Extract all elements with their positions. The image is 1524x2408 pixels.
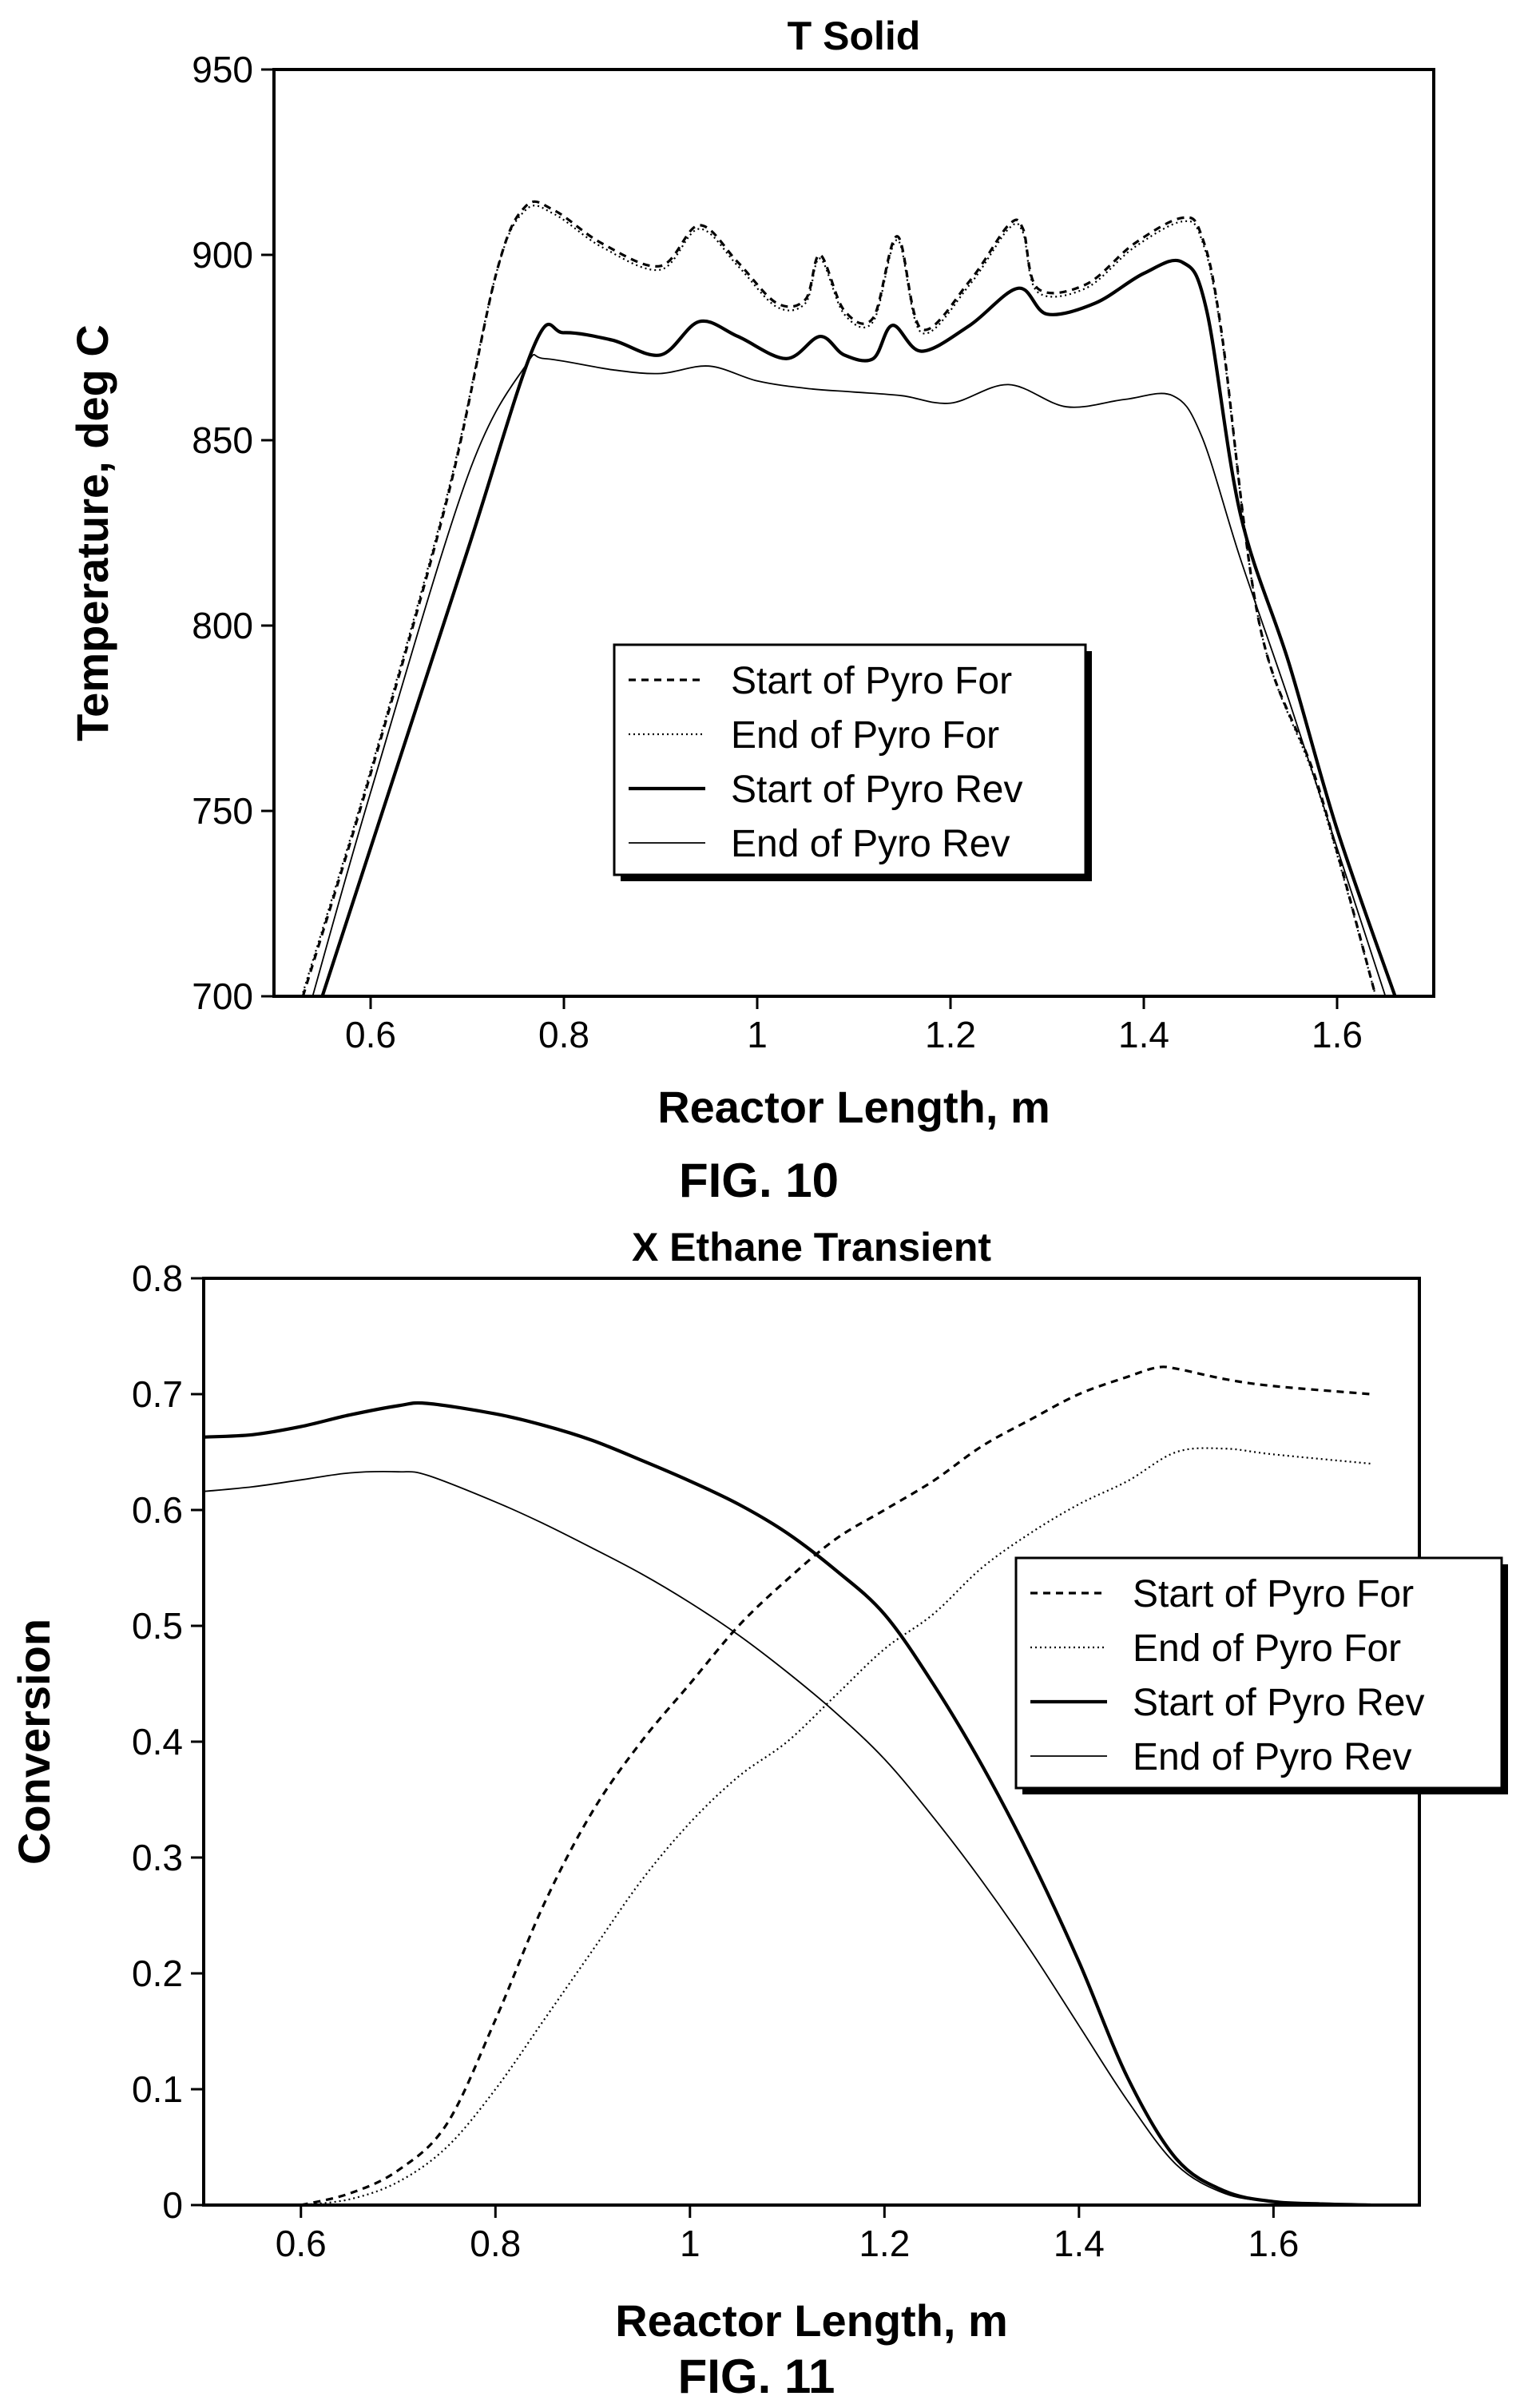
legend: Start of Pyro For End of Pyro For Start of… xyxy=(613,643,1092,881)
chart-1: 0.6 0.8 1 1.2 1.4 1.6 700 750 800 850 900 950 T Soli… xyxy=(67,14,1435,1207)
y-tick-label: 0.8 xyxy=(132,1258,183,1299)
x-tick-label: 0.8 xyxy=(470,2223,521,2264)
legend-label: End of Pyro Rev xyxy=(1133,1736,1412,1778)
legend-label: End of Pyro For xyxy=(731,714,999,757)
y-tick-label: 0.5 xyxy=(132,1605,183,1647)
x-tick-label: 1.6 xyxy=(1312,1014,1363,1055)
legend-box xyxy=(613,643,1087,876)
legend-label: Start of Pyro Rev xyxy=(1133,1682,1424,1724)
y-tick-label: 0.1 xyxy=(132,2068,183,2110)
series-line-3 xyxy=(204,1401,1371,2205)
y-tick-label: 0.3 xyxy=(132,1837,183,1878)
legend-label: Start of Pyro For xyxy=(1133,1573,1414,1615)
y-tick-label: 0 xyxy=(162,2184,183,2226)
x-tick-label: 0.8 xyxy=(538,1014,589,1055)
x-tick-label: 0.6 xyxy=(345,1014,396,1055)
x-tick-label: 1.4 xyxy=(1054,2223,1105,2264)
legend-label: Start of Pyro Rev xyxy=(731,769,1022,811)
series-line-2 xyxy=(302,205,1377,996)
y-tick-label: 0.7 xyxy=(132,1373,183,1415)
x-tick-label: 0.6 xyxy=(276,2223,327,2264)
legend-box xyxy=(1014,1556,1503,1790)
figure-label: FIG. 11 xyxy=(678,2350,835,2403)
chart-title: T Solid xyxy=(788,14,921,58)
chart-title: X Ethane Transient xyxy=(632,1225,991,1270)
series-line-3 xyxy=(320,258,1397,996)
x-tick-label: 1.2 xyxy=(925,1014,976,1055)
series-lines xyxy=(204,1365,1371,2205)
y-tick-label: 0.6 xyxy=(132,1489,183,1531)
y-tick-label: 750 xyxy=(192,790,253,832)
x-tick-label: 1.6 xyxy=(1248,2223,1299,2264)
x-tick-label: 1 xyxy=(680,2223,700,2264)
y-tick-label: 700 xyxy=(192,976,253,1017)
series-line-1 xyxy=(300,1365,1371,2205)
x-tick-label: 1.4 xyxy=(1118,1014,1169,1055)
figure-label: FIG. 10 xyxy=(679,1154,839,1207)
series-line-4 xyxy=(312,353,1387,996)
x-axis-label: Reactor Length, m xyxy=(657,1082,1050,1132)
y-tick-label: 0.2 xyxy=(132,1953,183,1994)
series-line-2 xyxy=(300,1447,1371,2205)
y-axis-label: Temperature, deg C xyxy=(67,324,117,741)
y-axis-label: Conversion xyxy=(9,1619,59,1865)
y-tick-label: 950 xyxy=(192,49,253,90)
y-tick-label: 800 xyxy=(192,605,253,646)
x-tick-label: 1.2 xyxy=(859,2223,910,2264)
legend-label: End of Pyro For xyxy=(1133,1627,1401,1670)
legend-label: End of Pyro Rev xyxy=(731,823,1010,865)
series-line-4 xyxy=(204,1471,1371,2205)
y-tick-label: 850 xyxy=(192,419,253,461)
legend: Start of Pyro For End of Pyro For Start of… xyxy=(1014,1556,1508,1794)
plot-frame xyxy=(272,68,1435,998)
y-tick-label: 900 xyxy=(192,234,253,276)
chart-2: 0.6 0.8 1 1.2 1.4 1.6 0 0.1 0.2 0.3 0.4 0.5 0.6 0.7 0.… xyxy=(9,1225,1508,2403)
x-axis-label: Reactor Length, m xyxy=(615,2295,1008,2346)
x-tick-label: 1 xyxy=(747,1014,768,1055)
series-lines xyxy=(301,200,1397,996)
y-tick-label: 0.4 xyxy=(132,1721,183,1762)
legend-label: Start of Pyro For xyxy=(731,660,1012,702)
